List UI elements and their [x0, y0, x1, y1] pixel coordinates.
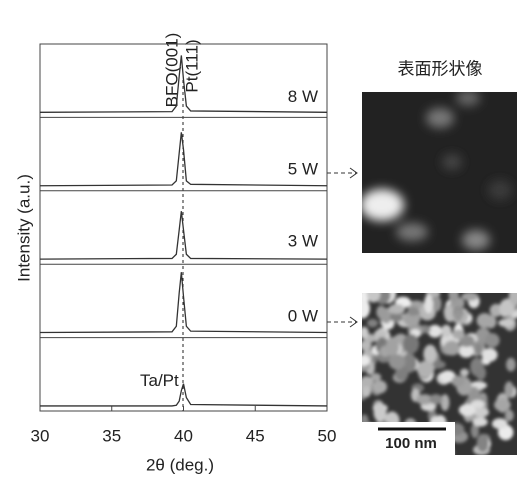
afm-image-top [362, 92, 517, 253]
grain [362, 355, 370, 367]
grain [416, 360, 435, 378]
annotation: BFO(001) [162, 33, 181, 108]
series-label: 8 W [288, 87, 318, 106]
grain [472, 417, 488, 427]
grain [388, 304, 406, 315]
x-tick-label: 50 [318, 426, 337, 445]
x-axis-label: 2θ (deg.) [146, 455, 214, 474]
grain [373, 402, 387, 423]
grain [443, 340, 461, 356]
grain [506, 357, 516, 372]
grain [504, 409, 514, 422]
grain [416, 394, 433, 405]
series-line [40, 383, 328, 407]
series-label: 3 W [288, 232, 318, 251]
grain [432, 360, 446, 369]
grain [453, 310, 463, 322]
grain [385, 337, 399, 357]
grain [470, 423, 480, 439]
grain [440, 394, 450, 412]
series-label: 5 W [288, 160, 318, 179]
grain [362, 326, 369, 339]
grain [452, 329, 465, 340]
grain [362, 298, 370, 319]
grain [451, 375, 465, 387]
x-tick-label: 45 [246, 426, 265, 445]
grain [370, 373, 382, 382]
grain [372, 380, 388, 394]
series-line [39, 132, 328, 187]
grain [429, 394, 443, 405]
grain [362, 386, 372, 398]
grain [461, 293, 479, 301]
grain [427, 324, 442, 338]
grain [440, 370, 456, 383]
grain [491, 418, 508, 430]
grain [458, 403, 476, 417]
grain [481, 348, 498, 362]
grain [476, 433, 489, 452]
x-tick-label: 30 [31, 426, 50, 445]
grain [380, 307, 392, 324]
x-tick-label: 40 [174, 426, 193, 445]
grain [424, 294, 434, 314]
grain [432, 295, 442, 312]
grain [476, 313, 493, 328]
grain [504, 381, 514, 398]
series-line [39, 272, 328, 334]
y-axis-label: Intensity (a.u.) [14, 174, 33, 282]
grain [494, 398, 511, 412]
grain [508, 293, 517, 306]
series-label: 0 W [288, 307, 318, 326]
grain [374, 329, 387, 339]
grain [484, 333, 500, 348]
grain [458, 344, 474, 358]
grain [367, 319, 379, 328]
grain [423, 344, 437, 364]
grain [500, 298, 515, 317]
annotation: Pt(111) [182, 39, 201, 92]
grain [489, 303, 503, 317]
x-tick-label: 35 [102, 426, 121, 445]
series-line [39, 55, 328, 113]
scale-bar-label: 100 nm [385, 435, 437, 452]
grain [395, 366, 409, 381]
grain [366, 293, 381, 303]
grain [388, 354, 406, 370]
grain [441, 324, 452, 338]
afm-image-bottom [362, 293, 517, 455]
grain [498, 318, 514, 328]
series-label: Ta/Pt [140, 371, 179, 390]
grain [402, 334, 420, 354]
arrows [327, 167, 358, 328]
grain [474, 407, 490, 418]
grain [448, 293, 459, 304]
grain [389, 313, 403, 322]
grain [470, 399, 485, 409]
grain [459, 368, 469, 377]
grain [407, 306, 419, 316]
grain [475, 365, 487, 381]
grain [362, 340, 372, 351]
grain [474, 343, 483, 355]
side-title: 表面形状像 [398, 59, 483, 78]
series-line [39, 211, 328, 260]
